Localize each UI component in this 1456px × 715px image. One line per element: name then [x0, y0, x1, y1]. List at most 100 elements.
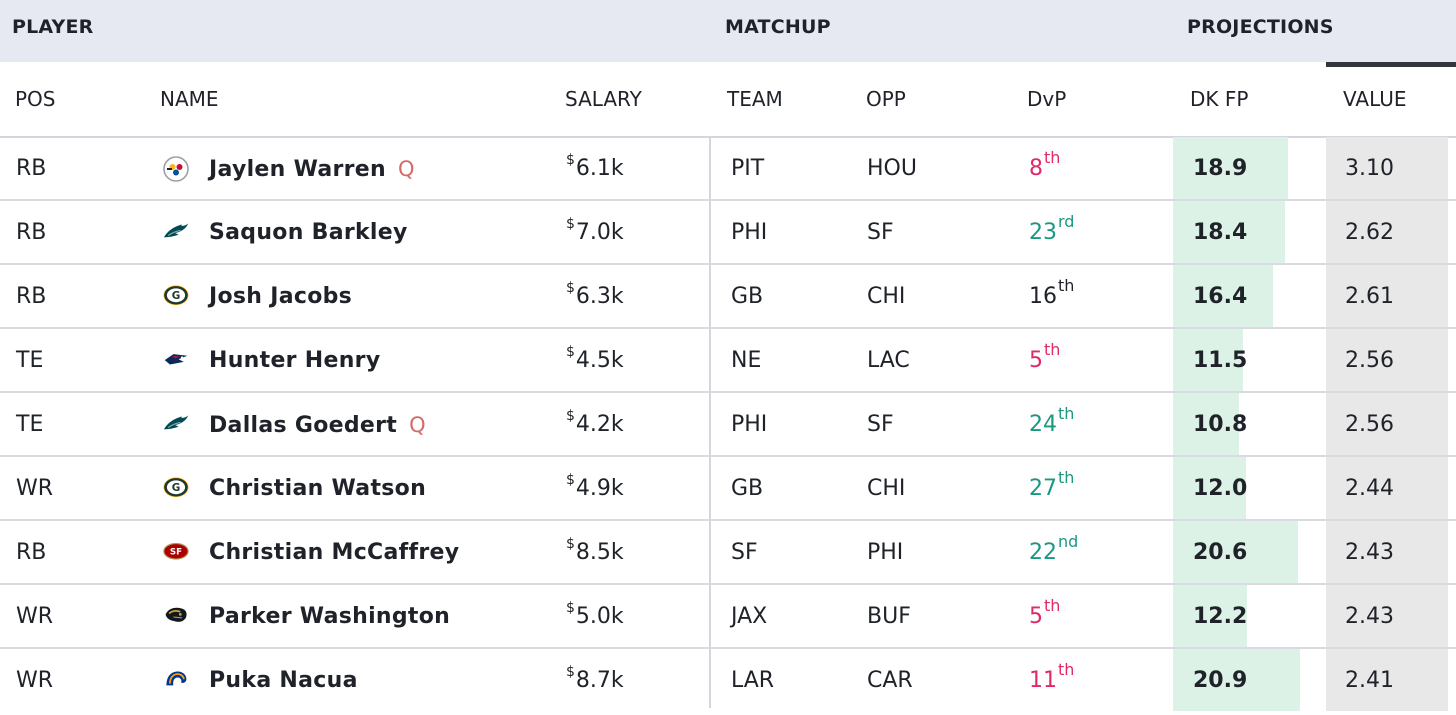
opp-cell: LAC: [867, 348, 910, 373]
col-team[interactable]: TEAM: [727, 87, 783, 111]
packers-logo-icon: G: [163, 284, 189, 310]
player-name-link[interactable]: Parker Washington: [209, 585, 450, 647]
dk-fp-bar: [1173, 457, 1246, 519]
column-divider: [709, 137, 711, 708]
dvp-cell: 5th: [1029, 329, 1060, 391]
value-cell: 2.61: [1345, 284, 1394, 309]
dvp-suffix: th: [1044, 596, 1061, 615]
opp-cell: CHI: [867, 284, 906, 309]
table-row[interactable]: WR Parker Washington $5.0k JAX BUF 5th 1…: [0, 585, 1456, 649]
opp-cell: PHI: [867, 540, 904, 565]
salary-value: 6.1k: [575, 156, 624, 181]
col-dvp[interactable]: DvP: [1027, 87, 1067, 111]
pos-cell: RB: [16, 540, 47, 565]
player-name-link[interactable]: Dallas Goedert Q: [209, 393, 426, 455]
rams-logo-icon: [163, 668, 189, 694]
value-cell-bg: [1326, 649, 1448, 711]
salary-cell: $7.0k: [566, 201, 624, 263]
player-name-link[interactable]: Puka Nacua: [209, 649, 358, 711]
value-cell: 2.41: [1345, 668, 1394, 693]
dvp-suffix: th: [1044, 148, 1061, 167]
dk-fp-bar: [1173, 201, 1285, 263]
table-row[interactable]: TE Hunter Henry $4.5k NE LAC 5th 11.5 2.…: [0, 329, 1456, 393]
dk-fp-value: 16.4: [1193, 284, 1248, 309]
salary-currency-symbol: $: [566, 280, 575, 296]
pos-cell: WR: [16, 476, 54, 501]
group-player: PLAYER: [12, 16, 94, 38]
team-cell: NE: [731, 348, 762, 373]
opp-cell: BUF: [867, 604, 911, 629]
col-opp[interactable]: OPP: [866, 87, 906, 111]
49ers-logo-icon: SF: [163, 540, 189, 566]
pos-cell: TE: [16, 348, 44, 373]
table-row[interactable]: RB G Josh Jacobs $6.3k GB CHI 16th 16.4 …: [0, 265, 1456, 329]
opp-cell: CHI: [867, 476, 906, 501]
dk-fp-bar: [1173, 649, 1300, 711]
questionable-status-badge: Q: [409, 413, 426, 437]
value-cell: 2.62: [1345, 220, 1394, 245]
dvp-suffix: th: [1044, 340, 1061, 359]
steelers-logo-icon: [163, 156, 189, 182]
team-cell: JAX: [731, 604, 768, 629]
table-row[interactable]: RB SF Christian McCaffrey $8.5k SF PHI 2…: [0, 521, 1456, 585]
salary-cell: $4.9k: [566, 457, 624, 519]
value-cell-bg: [1326, 329, 1448, 391]
team-cell: PHI: [731, 220, 768, 245]
table-row[interactable]: WR G Christian Watson $4.9k GB CHI 27th …: [0, 457, 1456, 521]
team-cell: PIT: [731, 156, 765, 181]
dvp-cell: 5th: [1029, 585, 1060, 647]
col-dk-fp[interactable]: DK FP: [1190, 87, 1249, 111]
salary-currency-symbol: $: [566, 152, 575, 168]
player-name-link[interactable]: Christian Watson: [209, 457, 426, 519]
dk-fp-bar: [1173, 585, 1247, 647]
col-salary[interactable]: SALARY: [565, 87, 642, 111]
player-name: Christian Watson: [209, 476, 427, 501]
column-header-row: POS NAME SALARY TEAM OPP DvP DK FP VALUE: [0, 62, 1456, 138]
dvp-suffix: rd: [1058, 212, 1075, 231]
table-row[interactable]: TE Dallas Goedert Q $4.2k PHI SF 24th 10.…: [0, 393, 1456, 457]
player-name-link[interactable]: Christian McCaffrey: [209, 521, 459, 583]
player-name-link[interactable]: Hunter Henry: [209, 329, 380, 391]
dvp-suffix: th: [1058, 276, 1075, 295]
col-value[interactable]: VALUE: [1343, 87, 1407, 111]
player-name-link[interactable]: Saquon Barkley: [209, 201, 408, 263]
patriots-logo-icon: [163, 348, 189, 374]
dk-fp-value: 18.9: [1193, 156, 1248, 181]
dk-fp-value: 12.0: [1193, 476, 1248, 501]
pos-cell: WR: [16, 668, 54, 693]
salary-currency-symbol: $: [566, 344, 575, 360]
opp-cell: SF: [867, 220, 894, 245]
table-row[interactable]: RB Jaylen Warren Q $6.1k PIT HOU 8th 18.9…: [0, 137, 1456, 201]
value-cell: 2.56: [1345, 412, 1394, 437]
team-cell: PHI: [731, 412, 768, 437]
pos-cell: TE: [16, 412, 44, 437]
salary-cell: $4.2k: [566, 393, 624, 455]
dvp-cell: 8th: [1029, 137, 1060, 199]
dvp-rank: 8: [1029, 156, 1043, 181]
opp-cell: HOU: [867, 156, 917, 181]
player-name: Christian McCaffrey: [209, 540, 460, 565]
team-cell: GB: [731, 476, 764, 501]
jaguars-logo-icon: [163, 604, 189, 630]
salary-currency-symbol: $: [566, 472, 575, 488]
salary-value: 7.0k: [575, 220, 624, 245]
player-name: Puka Nacua: [209, 668, 358, 693]
dk-fp-value: 11.5: [1193, 348, 1248, 373]
player-name: Parker Washington: [209, 604, 451, 629]
table-row[interactable]: WR Puka Nacua $8.7k LAR CAR 11th 20.9 2.…: [0, 649, 1456, 713]
player-name-link[interactable]: Jaylen Warren Q: [209, 137, 415, 199]
player-name-link[interactable]: Josh Jacobs: [209, 265, 352, 327]
salary-currency-symbol: $: [566, 664, 575, 680]
dvp-rank: 27: [1029, 476, 1057, 501]
salary-currency-symbol: $: [566, 216, 575, 232]
dk-fp-value: 10.8: [1193, 412, 1248, 437]
salary-currency-symbol: $: [566, 600, 575, 616]
questionable-status-badge: Q: [398, 157, 415, 181]
pos-cell: WR: [16, 604, 54, 629]
col-name[interactable]: NAME: [160, 87, 219, 111]
col-pos[interactable]: POS: [15, 87, 56, 111]
value-cell: 2.43: [1345, 604, 1394, 629]
dvp-rank: 11: [1029, 668, 1057, 693]
table-row[interactable]: RB Saquon Barkley $7.0k PHI SF 23rd 18.4…: [0, 201, 1456, 265]
dk-fp-bar: [1173, 265, 1273, 327]
